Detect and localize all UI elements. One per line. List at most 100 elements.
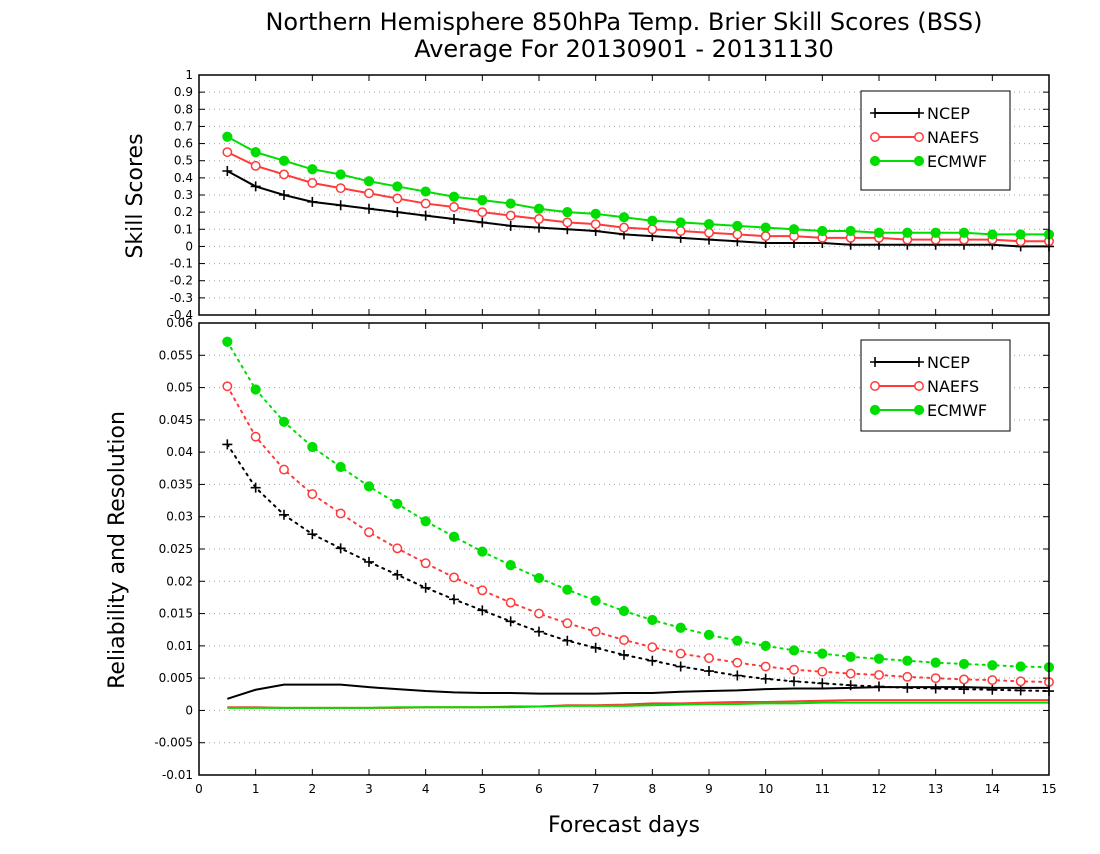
x-tick-label: 11 (815, 782, 830, 796)
x-tick-label: 8 (649, 782, 657, 796)
data-point (420, 516, 431, 527)
x-tick-label: 0 (195, 782, 203, 796)
data-point (307, 529, 318, 540)
data-point (873, 653, 885, 664)
data-point (335, 543, 346, 554)
x-tick-label: 5 (479, 782, 487, 796)
data-point (619, 222, 629, 233)
data-point (363, 481, 375, 492)
data-point (845, 651, 856, 662)
data-point (873, 227, 885, 238)
series-naefs-resolution (222, 381, 1054, 687)
legend-marker (914, 357, 924, 367)
data-point (505, 210, 516, 221)
data-point (902, 655, 913, 666)
data-point (222, 381, 233, 392)
legend-label-ecmwf: ECMWF (927, 152, 987, 171)
data-point (788, 645, 800, 656)
data-point (590, 642, 601, 653)
data-point (420, 198, 431, 209)
y-tick-label: 0 (185, 239, 193, 253)
chart-title: Northern Hemisphere 850hPa Temp. Brier S… (265, 8, 982, 36)
legend-label-ecmwf: ECMWF (927, 401, 987, 420)
y-tick-label: 0.7 (174, 119, 193, 133)
data-point (364, 556, 374, 567)
data-point (703, 629, 715, 640)
series-line (226, 385, 1050, 684)
legend-marker (914, 381, 924, 391)
legend-marker (914, 108, 924, 118)
data-point (449, 214, 459, 224)
data-point (420, 582, 431, 593)
legend: NCEP NAEFS ECMWF (860, 90, 1011, 191)
data-point (732, 635, 743, 646)
data-point (845, 225, 856, 237)
data-point (363, 176, 375, 187)
data-point (732, 220, 743, 231)
data-point (477, 605, 488, 616)
data-point (335, 461, 346, 473)
data-point (987, 229, 998, 240)
series-line (227, 683, 1049, 700)
data-point (364, 188, 374, 199)
data-point (675, 661, 686, 672)
legend-marker (869, 404, 881, 416)
series-ecmwf-resolution (222, 336, 1055, 673)
legend-label-naefs: NAEFS (927, 128, 979, 147)
y-tick-label: 0.4 (174, 171, 193, 185)
y-tick-label: 0.01 (166, 639, 193, 653)
data-point (1015, 661, 1026, 672)
data-point (250, 431, 261, 442)
data-point (760, 231, 771, 242)
series-naefs (222, 147, 1054, 247)
data-point (647, 224, 658, 235)
data-point (789, 664, 799, 675)
data-point (335, 169, 346, 180)
x-tick-label: 7 (592, 782, 600, 796)
data-point (732, 670, 743, 681)
data-point (364, 203, 374, 214)
data-point (222, 147, 233, 158)
bottom-panel-ylabel: Reliability and Resolution (105, 411, 130, 689)
data-point (307, 441, 318, 453)
data-point (704, 666, 714, 677)
x-tick-label: 14 (985, 782, 1000, 796)
data-point (675, 217, 686, 228)
data-point (307, 178, 318, 188)
data-point (250, 384, 261, 395)
data-point (647, 215, 658, 226)
legend: NCEP NAEFS ECMWF (860, 339, 1011, 432)
data-point (307, 164, 318, 175)
data-point (647, 655, 658, 666)
data-point (732, 657, 743, 668)
y-tick-label: 0.1 (174, 222, 193, 236)
y-tick-label: 0.04 (166, 445, 193, 459)
data-point (222, 166, 233, 176)
legend-marker (913, 404, 925, 416)
y-tick-label: 0.8 (174, 102, 193, 116)
data-point (364, 527, 374, 538)
data-point (789, 676, 799, 687)
data-point (250, 147, 261, 158)
data-point (222, 439, 233, 450)
data-point (760, 673, 771, 684)
data-point (250, 482, 261, 493)
x-tick-label: 3 (365, 782, 373, 796)
series-ncep-resolution (222, 439, 1054, 697)
data-point (533, 203, 545, 214)
data-point (788, 224, 800, 235)
data-point (250, 160, 261, 171)
data-point (675, 226, 686, 236)
data-point (590, 626, 601, 637)
data-point (477, 585, 488, 596)
panel-1: -0.4 -0.3 -0.2 -0.1 0 0.1 0.2 0.3 0.4 0.5 0.6 0.7 0.… (170, 68, 1055, 322)
data-point (505, 616, 516, 627)
data-point (1015, 229, 1026, 240)
data-point (449, 202, 459, 212)
data-point (477, 217, 488, 228)
data-point (590, 219, 601, 230)
legend-marker (870, 108, 880, 118)
legend-marker (914, 132, 924, 142)
data-point (477, 546, 488, 557)
